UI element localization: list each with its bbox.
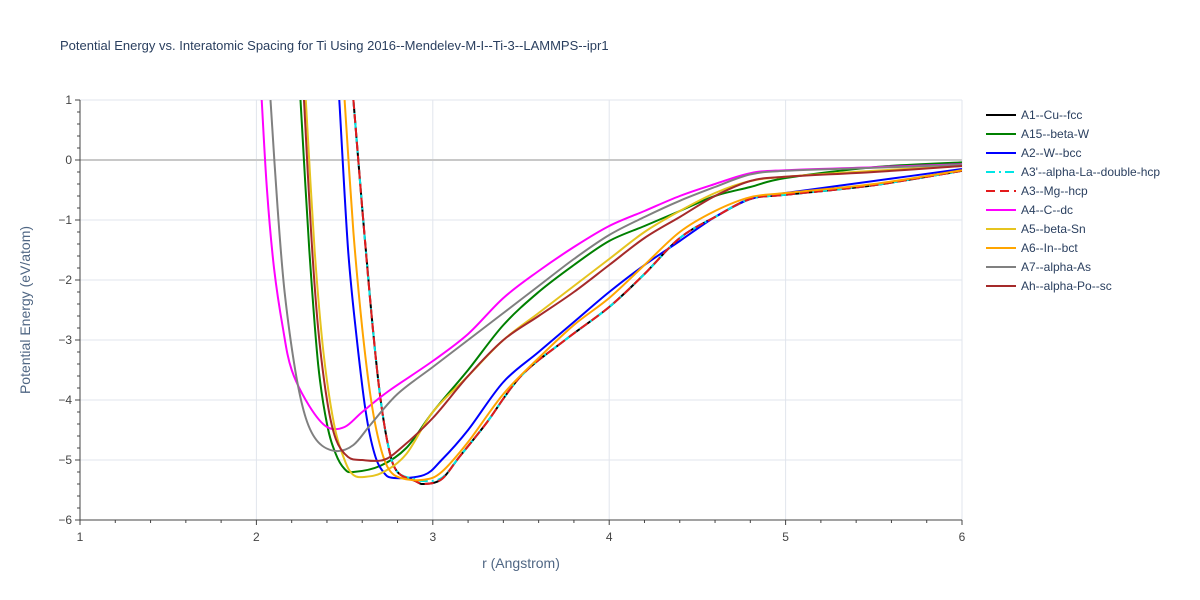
x-tick-label: 3 (429, 530, 436, 544)
series-line-8 (269, 100, 962, 453)
y-tick-labels: −6 −5 −4 −3 −2 −1 0 1 (58, 93, 72, 527)
legend-label: A7--alpha-As (1021, 260, 1091, 274)
series-line-5 (260, 100, 962, 431)
y-axis-title: Potential Energy (eV/atom) (17, 226, 33, 394)
y-tick-label: −4 (58, 393, 72, 407)
y-tick-label: −3 (58, 333, 72, 347)
series-line-1 (299, 100, 962, 474)
series-line-3 (352, 100, 962, 483)
y-tick-label: −5 (58, 453, 72, 467)
legend-label: A3--Mg--hcp (1021, 184, 1088, 198)
chart-title: Potential Energy vs. Interatomic Spacing… (60, 38, 609, 53)
legend-label: A4--C--dc (1021, 203, 1073, 217)
legend-label: A2--W--bcc (1021, 146, 1081, 160)
x-tick-label: 5 (782, 530, 789, 544)
legend-label: Ah--alpha-Po--sc (1021, 279, 1112, 293)
series-line-9 (303, 100, 962, 463)
series-line-6 (304, 100, 962, 479)
legend-label: A15--beta-W (1021, 127, 1090, 141)
series-lines (260, 100, 962, 486)
grid-lines (80, 99, 963, 520)
y-tick-label: 0 (65, 153, 72, 167)
legend-label: A6--In--bct (1021, 241, 1078, 255)
x-axis-title: r (Angstrom) (482, 555, 560, 571)
x-tick-label: 4 (606, 530, 613, 544)
legend-label: A1--Cu--fcc (1021, 108, 1082, 122)
y-tick-label: −2 (58, 273, 72, 287)
x-tick-labels: 1 2 3 4 5 6 (77, 530, 966, 544)
legend: A1--Cu--fcc A15--beta-W A2--W--bcc A3'--alp… (986, 108, 1160, 293)
y-tick-label: −6 (58, 513, 72, 527)
y-tick-label: −1 (58, 213, 72, 227)
x-tick-label: 6 (959, 530, 966, 544)
series-line-4 (352, 100, 962, 486)
x-tick-label: 1 (77, 530, 84, 544)
axes (75, 99, 963, 525)
x-tick-label: 2 (253, 530, 260, 544)
legend-label: A3'--alpha-La--double-hcp (1021, 165, 1160, 179)
series-line-0 (352, 100, 962, 486)
y-tick-label: 1 (65, 93, 72, 107)
legend-label: A5--beta-Sn (1021, 222, 1086, 236)
series-line-7 (343, 100, 962, 482)
